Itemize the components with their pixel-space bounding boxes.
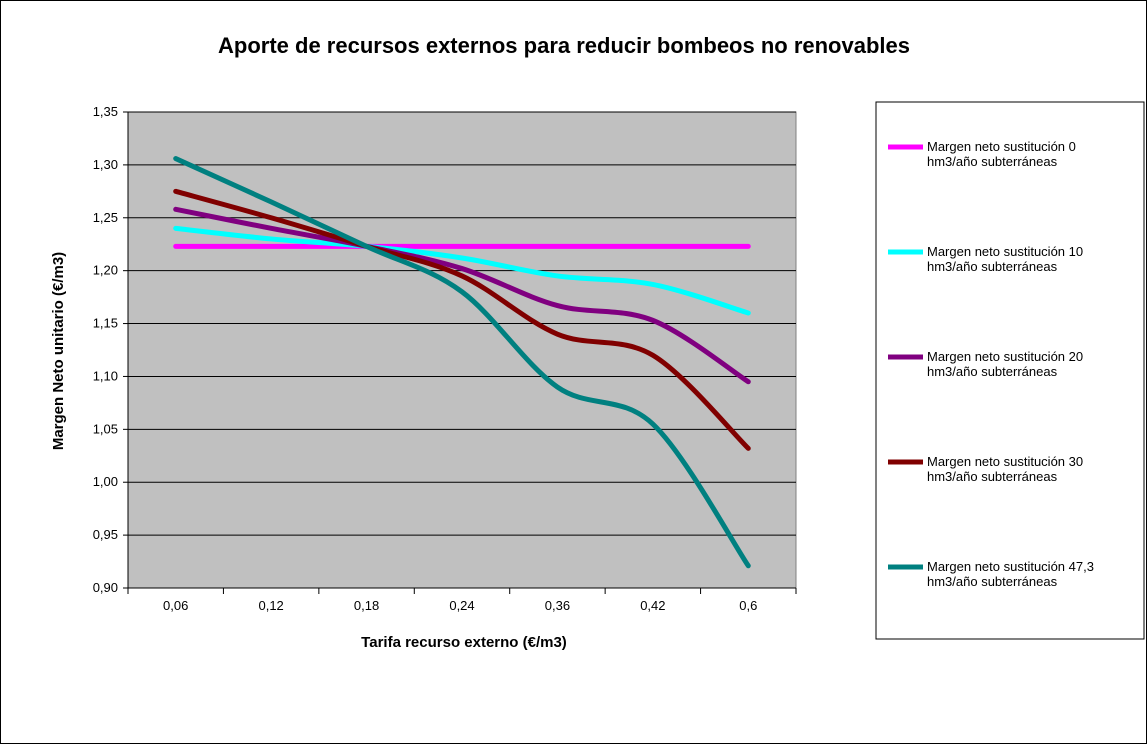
legend-label-line: Margen neto sustitución 30 [927,454,1083,469]
y-tick-label: 0,90 [93,580,118,595]
x-tick-label: 0,18 [354,598,379,613]
x-tick-label: 0,6 [739,598,757,613]
chart-title: Aporte de recursos externos para reducir… [218,33,910,58]
legend-label-0: Margen neto sustitución 0 hm3/año subterr… [927,139,1076,169]
legend-label-line: Margen neto sustitución 20 [927,349,1083,364]
legend-label-1: Margen neto sustitución 10 hm3/año subter… [927,244,1083,274]
series-line-1 [173,225,751,316]
y-tick-label: 1,05 [93,421,118,436]
legend-label-line: hm3/año subterráneas [927,574,1058,589]
legend-label-line: Margen neto sustitución 47,3 [927,559,1094,574]
legend-label-3: Margen neto sustitución 30 hm3/año subter… [927,454,1083,484]
y-tick-label: 1,35 [93,104,118,119]
legend-label-line: Margen neto sustitución 10 [927,244,1083,259]
legend-label-line: hm3/año subterráneas [927,259,1058,274]
y-axis-title: Margen Neto unitario (€/m3) [50,252,67,450]
x-tick-label: 0,06 [163,598,188,613]
legend-label-line: hm3/año subterráneas [927,364,1058,379]
y-tick-label: 1,20 [93,263,118,278]
series-line-3 [173,188,751,451]
y-tick-label: 1,25 [93,210,118,225]
legend-label-line: Margen neto sustitución 0 [927,139,1076,154]
x-tick-label: 0,12 [258,598,283,613]
series-line-4 [173,156,751,569]
legend-box [875,101,1145,640]
y-tick-label: 1,00 [93,474,118,489]
x-tick-label: 0,42 [640,598,665,613]
legend-label-4: Margen neto sustitución 47,3 hm3/año subt… [927,559,1094,589]
legend: Margen neto sustitución 0 hm3/año subterr… [875,101,1145,640]
x-axis-title: Tarifa recurso externo (€/m3) [361,634,567,651]
legend-label-2: Margen neto sustitución 20 hm3/año subter… [927,349,1083,379]
x-tick-label: 0,36 [545,598,570,613]
y-tick-label: 1,30 [93,157,118,172]
x-tick-label: 0,24 [449,598,474,613]
y-tick-label: 0,95 [93,527,118,542]
legend-label-line: hm3/año subterráneas [927,154,1058,169]
series-line-2 [173,206,751,385]
plot-background [127,111,797,589]
y-tick-label: 1,10 [93,368,118,383]
plot-area: 0,90 0,95 1,00 1,05 1,10 1,15 1,20 1,25 1,30 1,35… [93,104,797,613]
y-tick-label: 1,15 [93,316,118,331]
legend-label-line: hm3/año subterráneas [927,469,1058,484]
